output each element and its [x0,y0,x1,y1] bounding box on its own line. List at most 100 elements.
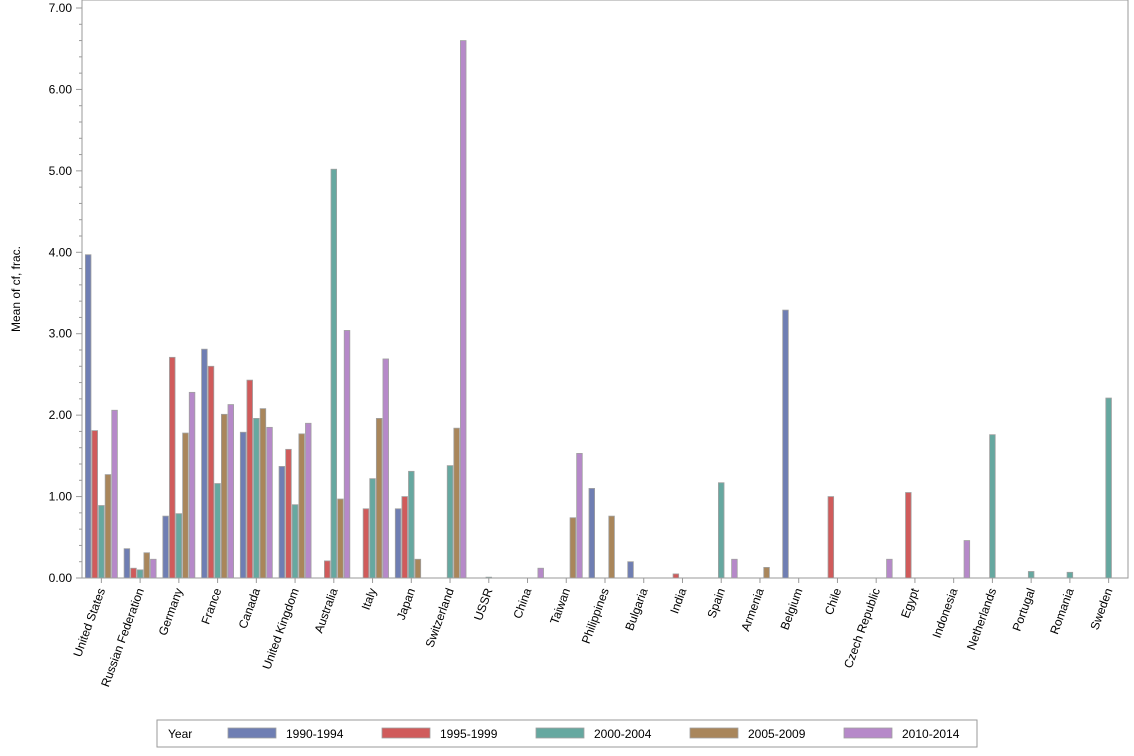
bar-2005-2009 [569,517,577,579]
x-tick-label: Germany [156,586,186,637]
x-tick-label: Belgium [778,586,806,632]
bar-1990-1994 [201,348,208,579]
bar-1990-1994 [123,548,131,579]
bar-1990-1994 [394,508,402,579]
bar-1995-1999 [324,560,331,579]
bar-2000-2004 [291,504,299,579]
y-axis-label: Mean of cf, frac. [9,246,23,332]
legend: Year 1990-1994 1995-1999 2000-2004 2005-200… [156,719,978,748]
bar-1990-1994 [782,309,789,579]
bar-2005-2009 [414,558,422,579]
bar-2005-2009 [259,408,267,579]
x-tick-label: Portugal [1010,586,1038,633]
legend-swatch [381,727,431,739]
x-tick-label: USSR [471,586,496,622]
x-tick-label: Armenia [738,586,767,633]
bar-2000-2004 [136,569,144,579]
bar-2005-2009 [337,498,344,579]
y-tick-label: 7.00 [49,1,73,15]
bar-1990-1994 [278,466,286,579]
x-tick-label: Chile [822,586,845,617]
x-tick-label: France [198,586,224,626]
bar-1995-1999 [91,430,98,579]
x-tick-label: Switzerland [422,586,456,649]
plot-frame [81,0,1129,579]
bar-2000-2004 [98,505,105,579]
bar-2000-2004 [369,478,376,579]
bar-2010-2014 [731,558,738,579]
x-tick-label: India [667,586,689,616]
bar-2000-2004 [214,483,221,579]
legend-title: Year [168,727,192,741]
bar-2005-2009 [608,515,615,579]
bar-2010-2014 [305,422,312,579]
bar-2005-2009 [104,474,112,579]
bar-2005-2009 [453,427,460,579]
x-tick-label: Italy [359,586,380,611]
bar-2010-2014 [886,558,893,579]
bar-2000-2004 [1105,397,1112,579]
legend-label: 2000-2004 [594,727,652,741]
bar-1995-1999 [827,496,835,579]
bar-2010-2014 [150,558,157,579]
bar-2005-2009 [182,432,189,579]
bar-2010-2014 [537,567,544,579]
bar-1995-1999 [169,356,176,579]
legend-swatch [535,727,585,739]
y-tick-label: 3.00 [49,327,73,341]
bar-2010-2014 [266,426,273,579]
legend-label: 2005-2009 [748,727,806,741]
y-axis: 0.00 1.00 2.00 3.00 4.00 5.00 6.00 7.00 [49,1,82,585]
legend-swatch [843,727,893,739]
legend-label: 2010-2014 [902,727,960,741]
x-tick-label: United Kingdom [260,586,302,671]
bar-1990-1994 [588,488,595,579]
y-tick-label: 6.00 [49,82,73,96]
bar-2010-2014 [576,453,583,579]
bar-2005-2009 [220,413,228,579]
bar-2005-2009 [763,567,770,579]
bar-2000-2004 [1066,571,1074,579]
bar-1995-1999 [905,492,912,579]
y-tick-label: 5.00 [49,164,73,178]
bar-2010-2014 [188,391,196,579]
bar-2010-2014 [227,404,234,579]
x-tick-label: Canada [236,586,264,631]
x-tick-label: Bulgaria [622,586,650,632]
x-tick-label: United States [70,586,108,658]
x-tick-label: Sweden [1087,586,1115,632]
bar-2000-2004 [253,417,260,579]
x-tick-label: Egypt [898,586,922,620]
bar-2000-2004 [446,465,454,579]
bar-2000-2004 [1027,571,1035,579]
x-tick-label: Taiwan [547,586,573,626]
y-tick-label: 0.00 [49,571,73,585]
legend-label: 1990-1994 [286,727,344,741]
bar-1995-1999 [672,573,680,579]
bar-2005-2009 [143,552,150,579]
bar-1995-1999 [246,379,253,579]
y-tick-label: 2.00 [49,408,73,422]
x-tick-label: Spain [704,586,728,620]
bar-1995-1999 [401,496,408,579]
bar-2005-2009 [298,433,305,579]
bar-2010-2014 [343,330,351,579]
bar-2010-2014 [382,358,389,579]
x-tick-label: Romania [1047,586,1077,636]
bar-2010-2014 [460,40,467,579]
y-tick-label: 4.00 [49,245,73,259]
x-tick-label: China [510,586,534,621]
bar-2000-2004 [989,434,996,579]
legend-swatch [689,727,739,739]
bar-1990-1994 [627,561,634,579]
x-tick-label: Netherlands [964,586,999,652]
x-tick-label: Russian Federation [98,586,147,689]
x-tick-label: Indonesia [930,586,961,640]
x-tick-label: Australia [312,586,341,635]
bar-2010-2014 [963,540,971,579]
bar-1995-1999 [207,365,215,579]
bar-2000-2004 [408,470,415,579]
bar-1995-1999 [285,448,292,579]
